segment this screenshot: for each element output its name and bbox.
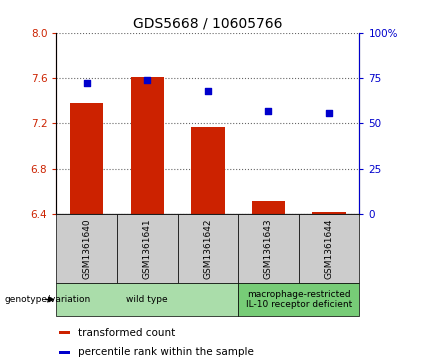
Text: genotype/variation: genotype/variation	[4, 295, 90, 304]
Text: GSM1361642: GSM1361642	[204, 219, 212, 279]
Bar	[56, 214, 117, 283]
Text: GSM1361641: GSM1361641	[143, 218, 152, 279]
Point	[326, 110, 333, 115]
Bar	[299, 214, 359, 283]
Bar	[70, 103, 103, 214]
Text: macrophage-restricted
IL-10 receptor deficient: macrophage-restricted IL-10 receptor def…	[246, 290, 352, 309]
Title: GDS5668 / 10605766: GDS5668 / 10605766	[133, 16, 283, 30]
Bar	[59, 331, 70, 334]
Point	[144, 77, 151, 83]
Text: GSM1361644: GSM1361644	[325, 219, 333, 279]
Bar	[131, 77, 164, 214]
Bar	[56, 283, 238, 316]
Text: GSM1361640: GSM1361640	[82, 218, 91, 279]
Text: percentile rank within the sample: percentile rank within the sample	[78, 347, 253, 358]
Bar	[252, 201, 285, 214]
Bar	[117, 214, 178, 283]
Bar	[312, 212, 346, 214]
Text: GSM1361643: GSM1361643	[264, 218, 273, 279]
Text: transformed count: transformed count	[78, 328, 175, 338]
Point	[204, 88, 211, 94]
Bar	[238, 283, 359, 316]
Point	[265, 108, 272, 114]
Bar	[178, 214, 238, 283]
Bar	[59, 351, 70, 354]
Bar	[238, 214, 299, 283]
Bar	[191, 127, 224, 214]
Point	[83, 81, 90, 86]
Text: wild type: wild type	[126, 295, 168, 304]
